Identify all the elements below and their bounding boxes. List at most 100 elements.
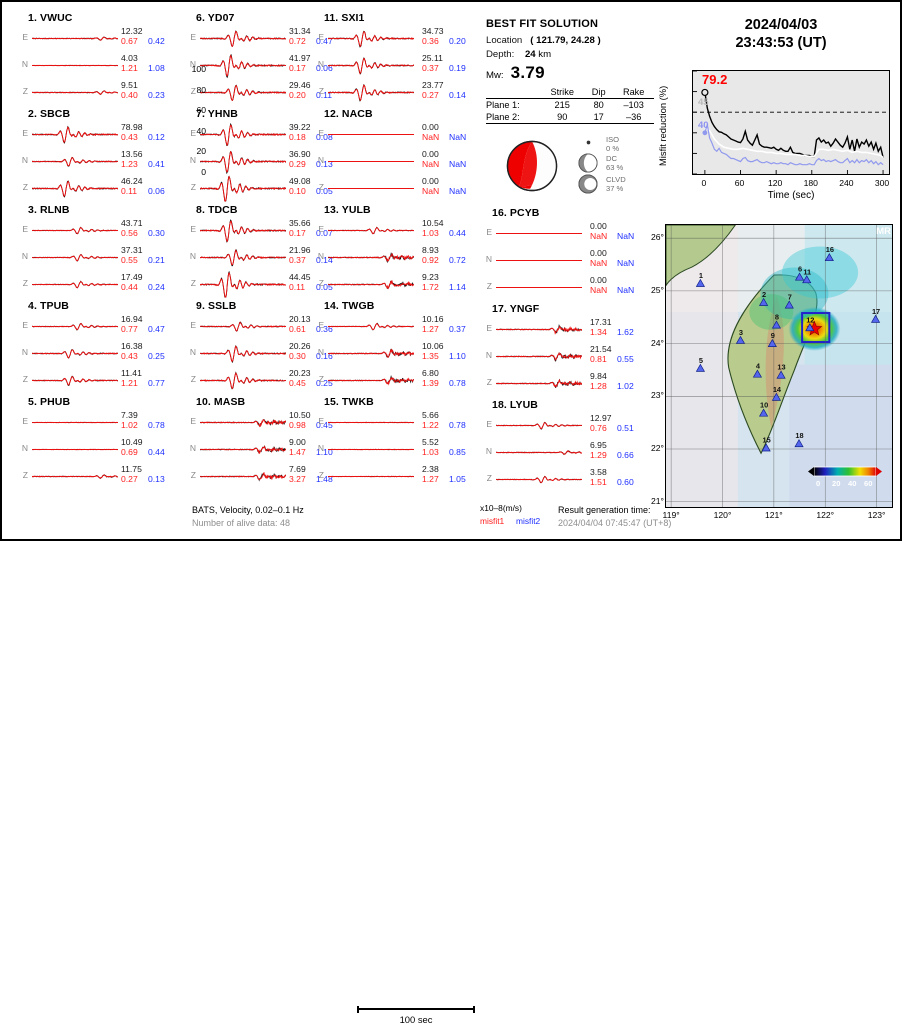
misfit1-value: 0.30 (289, 351, 306, 361)
waveform-trace (32, 436, 118, 463)
channel-label: Z (22, 182, 28, 192)
event-date: 2024/04/03 (744, 17, 818, 33)
amplitude-value: 12.97 (590, 413, 612, 423)
misfit1-value: 0.11 (289, 282, 306, 292)
misfit2-value: 0.14 (449, 90, 466, 100)
trace-row-Z: Z 23.77 0.27 0.14 (312, 79, 480, 106)
misfit2-value: 0.44 (449, 228, 466, 238)
time-scale-bar: 100 sec (357, 1006, 475, 1026)
misfit1-value: 0.20 (289, 90, 306, 100)
misfit1-value: 0.10 (289, 186, 306, 196)
table-row: Plane 1: 215 80 –103 (486, 99, 654, 112)
waveform-trace (32, 367, 118, 394)
misfit2-value: 1.02 (617, 381, 634, 391)
amplitude-value: 3.58 (590, 467, 607, 477)
trace-row-N: N 5.52 1.03 0.85 (312, 436, 480, 463)
waveform-trace (32, 313, 118, 340)
channel-label: Z (190, 182, 196, 192)
station-map[interactable]: 1 2 3 4 5 6 7 8 9 10 11 12 13 14 15 16 17 18 0 20 40 60 (665, 224, 893, 508)
channel-label: E (22, 320, 28, 330)
dc-value: 63 % (606, 162, 624, 172)
station-panel-VWUC: 1. VWUC E 12.32 0.67 0.42 N 4.03 1.21 1.08 Z 9.51 0… (16, 12, 184, 106)
waveform-trace (496, 274, 582, 301)
waveform-trace (200, 217, 286, 244)
magnitude-row: Mw: 3.79 (486, 63, 658, 83)
trace-row-Z: Z 3.58 1.51 0.60 (480, 466, 648, 493)
misfit2-value: 0.23 (148, 90, 165, 100)
waveform-trace (328, 367, 414, 394)
waveform-trace (496, 247, 582, 274)
amplitude-value: 10.16 (422, 314, 444, 324)
scale-label: 100 sec (399, 1014, 433, 1025)
misfit2-value: 1.10 (449, 351, 466, 361)
misfit-y-tick: 60 (196, 105, 206, 116)
misfit2-value: 1.08 (148, 63, 165, 73)
dc-name: DC (606, 154, 617, 163)
best-fit-title: BEST FIT SOLUTION (486, 18, 599, 30)
misfit2-value: NaN (617, 231, 635, 241)
waveform-trace (328, 52, 414, 79)
channel-label: N (21, 347, 28, 357)
svg-text:5: 5 (699, 356, 703, 365)
trace-row-N: N 13.56 1.23 0.41 (16, 148, 184, 175)
misfit1-value: 1.34 (590, 327, 607, 337)
waveform-column-4: 16. PCYB E 0.00 NaN NaN N 0.00 NaN NaN Z 0.00 NaN Na… (480, 207, 648, 495)
mw-value: 3.79 (510, 63, 545, 82)
misfit2-value: 0.07 (316, 228, 333, 238)
misfit1-value: 1.21 (121, 378, 138, 388)
trace-row-E: E 43.71 0.56 0.30 (16, 217, 184, 244)
network-info: BATS, Velocity, 0.02–0.1 Hz (192, 505, 304, 515)
map-y-tick: 21° (651, 495, 664, 506)
station-title: 7. YHNB (196, 108, 238, 120)
channel-label: N (317, 59, 324, 69)
misfit2-value: 0.77 (148, 378, 165, 388)
misfit-blue-label: 40 (698, 120, 709, 131)
amplitude-value: 12.32 (121, 26, 143, 36)
misfit1-value: 0.98 (289, 420, 306, 430)
event-datetime-title: 2024/04/03 23:43:53 (UT) (662, 16, 900, 52)
trace-row-E: E 34.73 0.36 0.20 (312, 25, 480, 52)
misfit2-value: 0.60 (617, 477, 634, 487)
trace-row-E: E 16.94 0.77 0.47 (16, 313, 184, 340)
misfit2-value: 1.62 (617, 327, 634, 337)
trace-row-E: E 5.66 1.22 0.78 (312, 409, 480, 436)
trace-row-E: E 7.39 1.02 0.78 (16, 409, 184, 436)
channel-label: E (318, 128, 324, 138)
waveform-trace (200, 121, 286, 148)
misfit2-value: 0.08 (316, 132, 333, 142)
channel-label: N (189, 251, 196, 261)
trace-row-N: N 8.93 0.92 0.72 (312, 244, 480, 271)
channel-label: Z (318, 374, 324, 384)
misfit1-value: 1.27 (422, 324, 439, 334)
amplitude-value: 17.49 (121, 272, 143, 282)
iso-name: ISO (606, 135, 620, 144)
channel-label: E (22, 224, 28, 234)
map-y-tick: 26° (651, 232, 664, 243)
svg-text:9: 9 (771, 331, 775, 340)
channel-label: E (190, 128, 196, 138)
waveform-trace (200, 175, 286, 202)
amplitude-value: 5.66 (422, 410, 439, 420)
waveform-trace (328, 217, 414, 244)
col-rake: Rake (622, 87, 645, 97)
station-panel-YD07: 6. YD07 E 31.34 0.72 0.47 N 41.97 0.17 0.06 Z 29.4… (184, 12, 352, 106)
misfit1-value: 0.92 (422, 255, 439, 265)
waveform-trace (496, 439, 582, 466)
waveform-trace (200, 367, 286, 394)
amplitude-value: 8.93 (422, 245, 439, 255)
misfit2-value: NaN (449, 159, 467, 169)
result-time-value: 2024/04/04 07:45:47 (UT+8) (558, 518, 672, 528)
misfit1-value: 0.37 (422, 63, 439, 73)
plane-rake-2: –36 (625, 112, 642, 122)
station-title: 10. MASB (196, 396, 246, 408)
misfit1-key: misfit1 (480, 516, 505, 526)
trace-row-Z: Z 11.41 1.21 0.77 (16, 367, 184, 394)
misfit1-value: 0.17 (289, 63, 306, 73)
svg-text:18: 18 (795, 431, 803, 440)
trace-row-N: N 0.00 NaN NaN (312, 148, 480, 175)
waveform-trace (200, 313, 286, 340)
misfit1-value: 1.47 (289, 447, 306, 457)
misfit2-value: NaN (617, 258, 635, 268)
location-value: ( 121.79, 24.28 ) (530, 35, 601, 46)
waveform-trace (496, 220, 582, 247)
